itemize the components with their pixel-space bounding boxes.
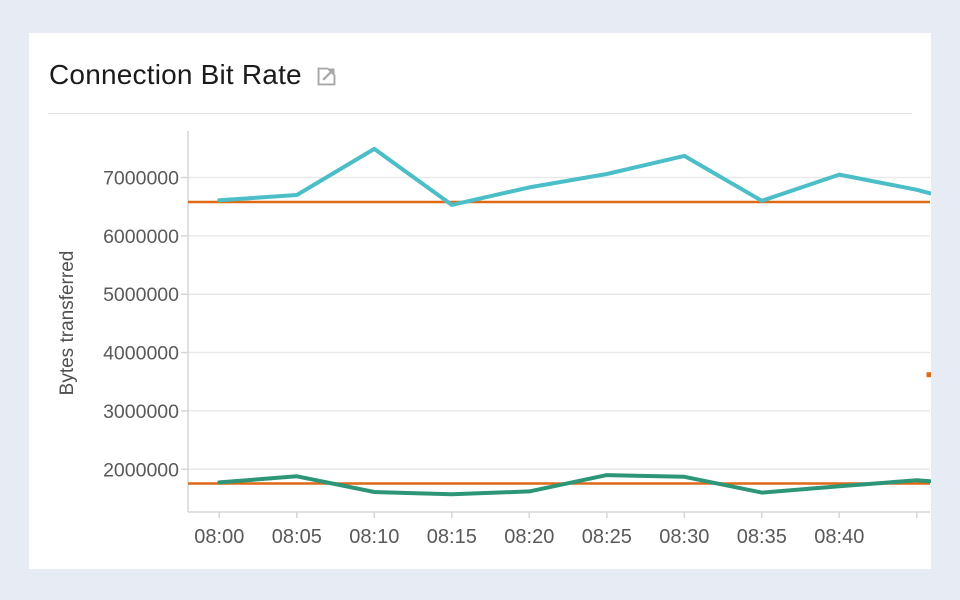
- y-tick-label: 5000000: [103, 284, 179, 306]
- series-lower-line[interactable]: [217, 473, 931, 497]
- chart-title: Connection Bit Rate: [49, 59, 302, 90]
- y-axis-title: Bytes transferred: [57, 250, 78, 396]
- x-tick-label: 08:00: [194, 526, 244, 548]
- y-tick-label: 3000000: [103, 401, 179, 423]
- chart-card: Connection Bit Rate 2000000 3000000 400000…: [29, 33, 931, 569]
- x-tick-label: 08:30: [659, 526, 709, 548]
- chart-area: 2000000 3000000 4000000 5000000 6000000 70000…: [29, 113, 931, 569]
- external-link-icon[interactable]: [315, 65, 338, 88]
- x-tick-label: 08:15: [427, 526, 477, 548]
- header-divider: [48, 113, 912, 114]
- x-tick-label: 08:20: [504, 526, 554, 548]
- y-tick-label: 4000000: [103, 343, 179, 365]
- card-header: Connection Bit Rate: [49, 59, 338, 91]
- x-tick-label: 08:05: [272, 526, 322, 548]
- x-tick-label: 08:25: [582, 526, 632, 548]
- edge-annotation-marker: [926, 372, 931, 378]
- y-tick-label: 2000000: [103, 459, 179, 481]
- x-tick-label: 08:10: [349, 526, 399, 548]
- y-tick-label: 7000000: [103, 168, 179, 190]
- x-tick-label: 08:35: [737, 526, 787, 548]
- y-tick-label: 6000000: [103, 226, 179, 248]
- series-upper-line[interactable]: [217, 146, 931, 207]
- line-chart[interactable]: 2000000 3000000 4000000 5000000 6000000 70000…: [29, 113, 931, 569]
- x-tick-label: 08:40: [814, 526, 864, 548]
